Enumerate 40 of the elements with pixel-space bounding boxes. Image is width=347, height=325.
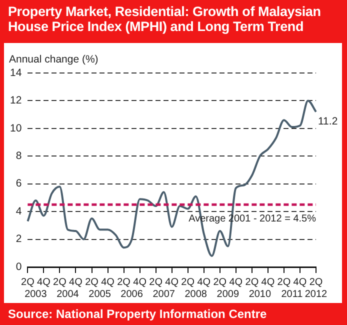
x-tick-label: 4Q xyxy=(261,276,275,288)
x-tick-label: 2009 xyxy=(216,288,240,300)
y-axis-title: Annual change (%) xyxy=(9,54,98,66)
chart-title: Property Market, Residential: Growth of Malaysian House Price Index (MPHI) and Long Term Trend xyxy=(8,4,322,34)
source-note: Source: National Property Information Centre xyxy=(8,307,267,321)
x-tick-label: 2Q xyxy=(213,276,227,288)
y-tick-label: 8 xyxy=(16,150,22,162)
x-tick-label: 2003 xyxy=(24,288,48,300)
x-tick-label: 4Q xyxy=(101,276,115,288)
x-tick-label: 2Q xyxy=(21,276,35,288)
x-tick-label: 4Q xyxy=(197,276,211,288)
y-tick-label: 2 xyxy=(16,233,22,246)
x-tick-label: 4Q xyxy=(37,276,51,288)
x-tick-label: 2011 xyxy=(281,288,304,300)
x-tick-label: 2010 xyxy=(248,288,272,300)
y-tick-label: 10 xyxy=(10,122,22,134)
x-tick-label: 4Q xyxy=(229,276,243,288)
data-label: 11.2 xyxy=(318,116,338,128)
x-tick-label: 2Q xyxy=(245,276,259,288)
x-tick-label: 4Q xyxy=(133,276,147,288)
x-tick-label: 2Q xyxy=(85,276,99,288)
x-tick-label: 2Q xyxy=(149,276,163,288)
y-tick-label: 12 xyxy=(10,94,22,107)
y-tick-label: 14 xyxy=(10,66,22,79)
x-tick-label: 2Q xyxy=(181,276,195,288)
x-tick-label: 2006 xyxy=(120,288,144,300)
x-tick-label: 2Q xyxy=(53,276,67,288)
line-series xyxy=(26,100,317,257)
x-tick-label: 2Q xyxy=(117,276,131,288)
x-tick-label: 4Q xyxy=(69,276,83,288)
x-tick-label: 2007 xyxy=(152,288,176,300)
x-tick-label: 4Q xyxy=(165,276,179,288)
y-tick-label: 6 xyxy=(16,178,22,190)
x-tick-label: 2Q xyxy=(277,276,291,288)
y-tick-label: 0 xyxy=(16,260,22,273)
y-tick-label: 4 xyxy=(16,205,22,218)
x-tick-label: 2008 xyxy=(184,288,208,300)
x-tick-label: 4Q xyxy=(293,276,307,288)
x-tick-label: 2004 xyxy=(56,288,80,300)
x-tick-label: 2005 xyxy=(88,288,112,300)
